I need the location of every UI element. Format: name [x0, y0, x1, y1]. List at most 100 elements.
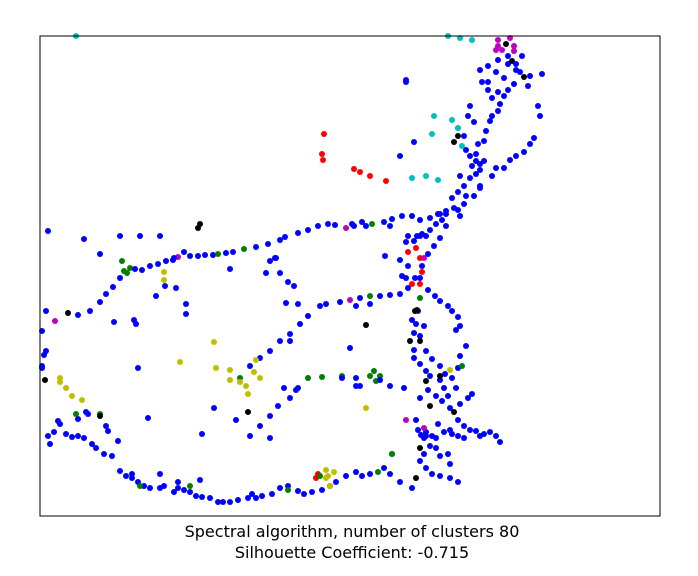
- data-point: [285, 279, 291, 285]
- data-point: [87, 308, 93, 314]
- data-point: [449, 431, 455, 437]
- data-point: [427, 403, 433, 409]
- data-point: [485, 63, 491, 69]
- data-point: [447, 461, 453, 467]
- data-point: [415, 427, 421, 433]
- data-point: [435, 421, 441, 427]
- data-point: [423, 233, 429, 239]
- data-point: [453, 327, 459, 333]
- data-point: [419, 269, 425, 275]
- data-point: [305, 227, 311, 233]
- data-point: [351, 223, 357, 229]
- data-point: [387, 383, 393, 389]
- data-point: [109, 453, 115, 459]
- data-point: [305, 313, 311, 319]
- data-point: [301, 491, 307, 497]
- data-point: [429, 356, 435, 362]
- data-point: [447, 405, 453, 411]
- data-point: [325, 221, 331, 227]
- data-point: [501, 93, 507, 99]
- data-point: [455, 479, 461, 485]
- data-point: [199, 494, 205, 500]
- data-point: [459, 363, 465, 369]
- data-point: [437, 298, 443, 304]
- data-point: [455, 133, 461, 139]
- data-point: [425, 287, 431, 293]
- data-point: [399, 213, 405, 219]
- data-point: [499, 47, 505, 53]
- data-point: [42, 377, 48, 383]
- data-point: [513, 153, 519, 159]
- data-point: [457, 323, 463, 329]
- data-point: [285, 487, 291, 493]
- data-point: [281, 385, 287, 391]
- data-point: [377, 377, 383, 383]
- data-point: [187, 483, 193, 489]
- chart-subtitle: Silhouette Coefficient: -0.715: [235, 543, 469, 562]
- data-point: [175, 485, 181, 491]
- data-point: [45, 433, 51, 439]
- data-point: [171, 255, 177, 261]
- data-point: [423, 378, 429, 384]
- data-point: [220, 499, 226, 505]
- data-point: [367, 373, 373, 379]
- data-point: [101, 451, 107, 457]
- data-point: [517, 69, 523, 75]
- data-point: [43, 308, 49, 314]
- data-point: [389, 216, 395, 222]
- data-point: [323, 475, 329, 481]
- data-point: [162, 283, 168, 289]
- data-point: [511, 43, 517, 49]
- data-point: [521, 74, 527, 80]
- data-point: [207, 495, 213, 501]
- data-point: [293, 387, 299, 393]
- data-point: [319, 487, 325, 493]
- data-point: [417, 458, 423, 464]
- data-point: [343, 473, 349, 479]
- data-point: [417, 295, 423, 301]
- data-point: [257, 375, 263, 381]
- data-point: [411, 139, 417, 145]
- data-point: [359, 473, 365, 479]
- data-point: [411, 330, 417, 336]
- data-point: [403, 77, 409, 83]
- data-point: [215, 251, 221, 257]
- data-point: [81, 236, 87, 242]
- data-point: [447, 367, 453, 373]
- data-point: [469, 391, 475, 397]
- data-point: [147, 485, 153, 491]
- data-point: [409, 317, 415, 323]
- data-point: [339, 375, 345, 381]
- data-point: [75, 312, 81, 318]
- data-point: [63, 431, 69, 437]
- data-point: [63, 385, 69, 391]
- data-point: [403, 275, 409, 281]
- data-point: [43, 348, 49, 354]
- data-point: [487, 429, 493, 435]
- data-point: [173, 285, 179, 291]
- data-point: [267, 348, 273, 354]
- data-point: [409, 485, 415, 491]
- data-point: [145, 415, 151, 421]
- data-point: [485, 79, 491, 85]
- data-point: [171, 489, 177, 495]
- data-point: [527, 141, 533, 147]
- data-point: [387, 292, 393, 298]
- data-point: [495, 37, 501, 43]
- data-point: [513, 61, 519, 67]
- data-points: [39, 33, 545, 505]
- data-point: [155, 261, 161, 267]
- data-point: [417, 275, 423, 281]
- data-point: [481, 138, 487, 144]
- data-point: [417, 233, 423, 239]
- data-point: [381, 219, 387, 225]
- data-point: [439, 217, 445, 223]
- data-point: [461, 133, 467, 139]
- data-point: [445, 303, 451, 309]
- data-point: [245, 409, 251, 415]
- data-point: [417, 281, 423, 287]
- data-point: [493, 165, 499, 171]
- data-point: [110, 284, 116, 290]
- data-point: [469, 37, 475, 43]
- data-point: [137, 233, 143, 239]
